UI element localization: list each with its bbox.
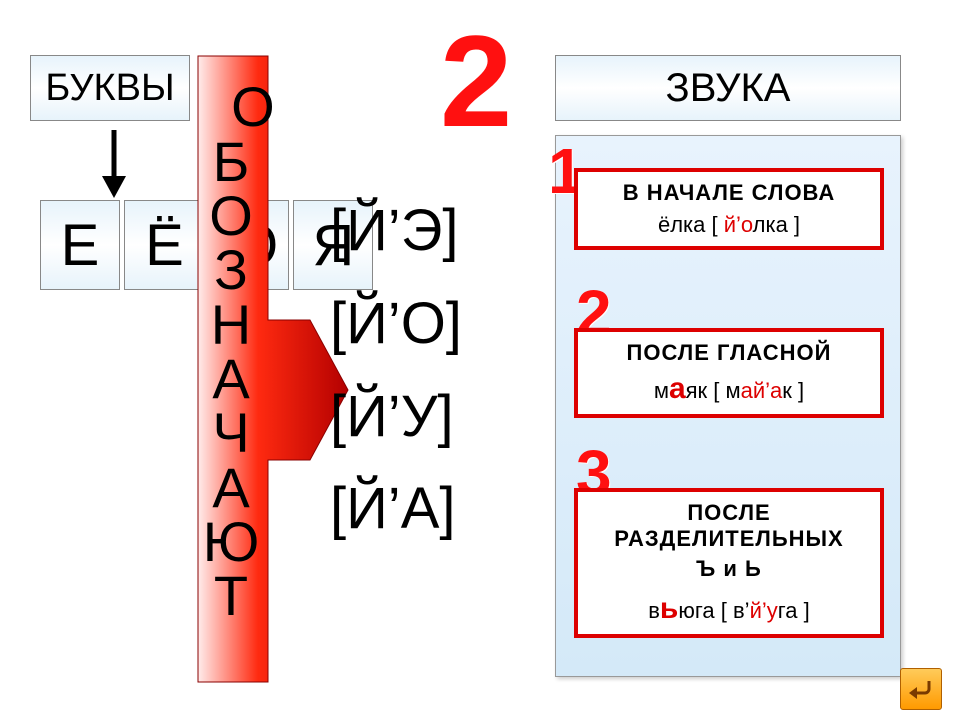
rule-3-ex-mid: юга [ в’ (678, 598, 749, 623)
header-letters-text: БУКВЫ (45, 67, 174, 110)
rule-2-ex-a: м (654, 378, 669, 403)
rule-1-title: В НАЧАЛЕ СЛОВА (582, 180, 876, 206)
rule-2-ex-tail: к ] (782, 378, 804, 403)
letter-e-text: Е (61, 212, 100, 279)
rule-2-ex-mid: як [ м (686, 378, 741, 403)
letter-e: Е (40, 200, 120, 290)
sound-ya: [Й’А] (330, 463, 462, 556)
rule-1-ex-a: ёлка [ (658, 212, 718, 237)
rule-3-title: ПОСЛЕ РАЗДЕЛИТЕЛЬНЫХ (582, 500, 876, 552)
rule-3-ex-tail: га ] (778, 598, 810, 623)
rule-box-2: ПОСЛЕ ГЛАСНОЙ маяк [ май’ак ] (574, 328, 884, 418)
back-button[interactable] (900, 668, 942, 710)
down-arrow-icon (94, 126, 134, 200)
sound-yu: [Й’У] (330, 371, 462, 464)
header-letters: БУКВЫ (30, 55, 190, 121)
rule-3-title2: Ъ и Ь (582, 556, 876, 582)
big-digit-two: 2 (440, 6, 512, 156)
rule-box-1: В НАЧАЛЕ СЛОВА ёлка [ й’олка ] (574, 168, 884, 250)
return-arrow-icon (907, 677, 935, 701)
rule-1-example: ёлка [ й’олка ] (582, 212, 876, 238)
rule-2-example: маяк [ май’ак ] (582, 372, 876, 406)
rule-box-3: ПОСЛЕ РАЗДЕЛИТЕЛЬНЫХ Ъ и Ь вьюга [ в’й’у… (574, 488, 884, 638)
vertical-word: О Б О З Н А Ч А Ю Т (200, 26, 262, 623)
sound-ye: [Й’Э] (330, 185, 462, 278)
header-sounds: ЗВУКА (555, 55, 901, 121)
rule-3-ex-a: в (648, 598, 660, 623)
rule-3-ex-bigred: ь (660, 592, 678, 625)
letter-yo-text: Ё (145, 212, 184, 279)
big-digit-text: 2 (440, 8, 512, 154)
rule-1-ex-red: й’о (718, 212, 753, 237)
rule-3-ex-red: й’у (750, 598, 778, 623)
sounds-column: [Й’Э] [Й’О] [Й’У] [Й’А] (330, 185, 462, 556)
sound-yo: [Й’О] (330, 278, 462, 371)
rule-2-ex-bigred: а (669, 372, 686, 405)
rules-panel: 1 В НАЧАЛЕ СЛОВА ёлка [ й’олка ] 2 ПОСЛЕ… (555, 135, 901, 677)
rule-2-ex-red: ай’а (741, 378, 783, 403)
rule-3-example: вьюга [ в’й’уга ] (582, 592, 876, 626)
rule-2-title: ПОСЛЕ ГЛАСНОЙ (582, 340, 876, 366)
header-sounds-text: ЗВУКА (666, 66, 791, 111)
rule-1-ex-b: лка ] (753, 212, 800, 237)
